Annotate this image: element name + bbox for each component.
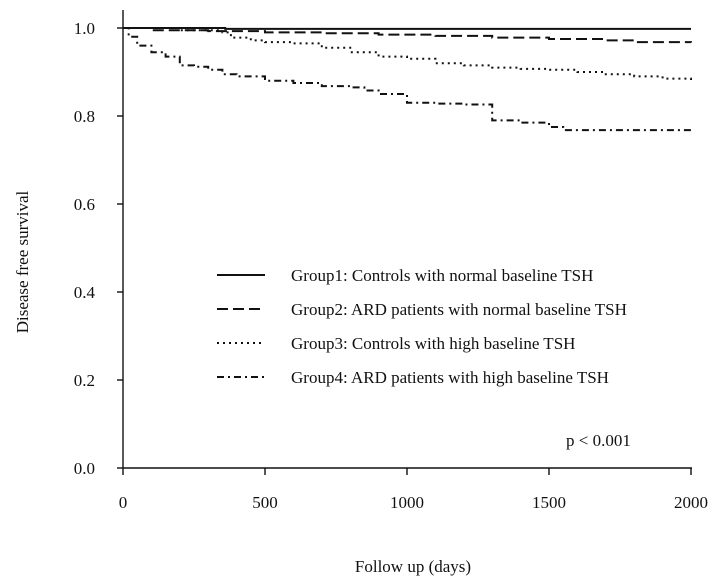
y-tick-label: 0.2 [74, 371, 95, 390]
series-line-group2 [123, 27, 692, 44]
legend-label-group2: Group2: ARD patients with normal baselin… [291, 300, 627, 319]
x-tick-label: 2000 [674, 493, 708, 512]
y-tick-label: 0.6 [74, 195, 95, 214]
legend-label-group1: Group1: Controls with normal baseline TS… [291, 266, 593, 285]
y-tick-label: 0.4 [74, 283, 96, 302]
series-line-group3 [123, 27, 692, 81]
y-tick-label: 0.8 [74, 107, 95, 126]
legend-label-group3: Group3: Controls with high baseline TSH [291, 334, 575, 353]
y-tick-label: 0.0 [74, 459, 95, 478]
series-layer [123, 27, 692, 132]
x-tick-label: 0 [119, 493, 128, 512]
x-tick-label: 1500 [532, 493, 566, 512]
x-tick-label: 500 [252, 493, 278, 512]
y-ticks: 0.0 0.2 0.4 0.6 0.8 1.0 [74, 19, 123, 478]
legend: Group1: Controls with normal baseline TS… [217, 266, 627, 387]
series-line-group4 [123, 27, 691, 132]
x-axis-title: Follow up (days) [355, 557, 471, 576]
p-value-annotation: p < 0.001 [566, 431, 631, 450]
y-tick-label: 1.0 [74, 19, 95, 38]
axes: 0 500 1000 1500 2000 0.0 0.2 0.4 0.6 0.8 1.0 [74, 10, 708, 512]
series-line-group1 [123, 27, 691, 30]
x-ticks: 0 500 1000 1500 2000 [119, 468, 708, 512]
x-tick-label: 1000 [390, 493, 424, 512]
legend-label-group4: Group4: ARD patients with high baseline … [291, 368, 609, 387]
y-axis-title: Disease free survival [13, 190, 32, 333]
